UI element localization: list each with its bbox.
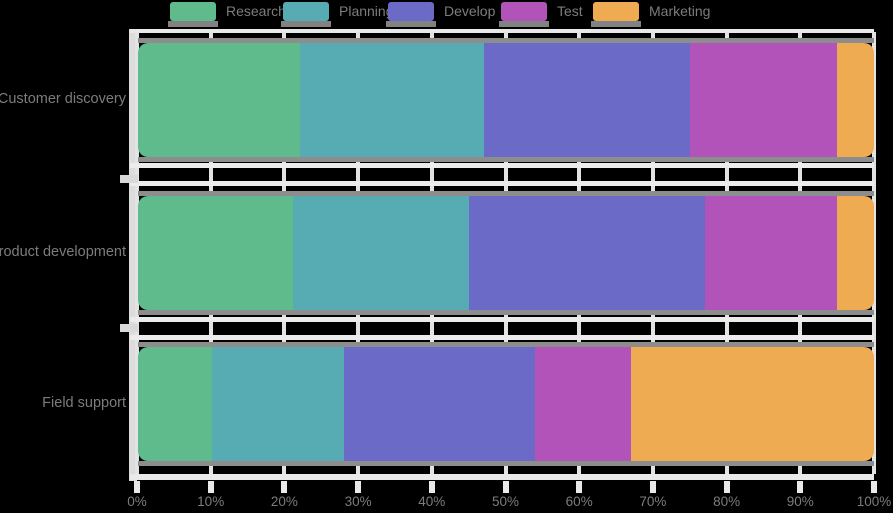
bar-row	[138, 38, 874, 162]
x-tick-mark	[649, 481, 656, 493]
legend-swatch-icon	[283, 2, 329, 21]
bar-track-top-edge	[138, 342, 874, 347]
x-tick-mark	[207, 481, 214, 493]
x-tick-label: 30%	[344, 494, 372, 509]
band-gridline	[130, 181, 874, 186]
y-axis-spine	[129, 29, 137, 481]
x-tick-mark	[871, 481, 877, 493]
y-tick-mark	[120, 175, 138, 183]
x-tick-mark	[281, 481, 288, 493]
x-tick-label: 90%	[786, 494, 814, 509]
legend-swatch-icon	[388, 2, 434, 21]
x-tick-label: 50%	[491, 494, 520, 509]
bar-track-bottom-edge	[138, 157, 874, 162]
legend-label: Develop	[444, 3, 496, 19]
x-tick-mark	[797, 481, 804, 493]
legend-swatch-shadow	[168, 21, 218, 27]
x-tick-label: 0%	[127, 494, 147, 509]
bar-segment-planning	[211, 347, 345, 461]
bar-segment-planning	[299, 43, 484, 157]
bar-row	[138, 342, 874, 466]
bar-segment-marketing	[631, 347, 874, 461]
y-tick-mark	[120, 324, 138, 332]
bar-row	[138, 191, 874, 315]
x-axis-spine	[130, 474, 874, 480]
legend-label: Test	[557, 3, 583, 19]
legend-label: Research	[226, 3, 286, 19]
bar-segment-develop	[469, 196, 705, 310]
x-tick-label: 60%	[565, 494, 593, 509]
legend-swatch-shadow	[499, 21, 549, 27]
x-tick-mark	[502, 481, 509, 493]
category-label: Field support	[42, 395, 126, 411]
band-gridline	[130, 317, 874, 322]
bar-segment-planning	[292, 196, 470, 310]
x-tick-mark	[576, 481, 583, 493]
bar-segment-test	[535, 347, 632, 461]
bar-track-top-edge	[138, 38, 874, 43]
bar-segment-research	[138, 347, 212, 461]
category-label: Customer discovery	[0, 91, 126, 107]
top-spine	[130, 29, 874, 33]
legend-swatch-icon	[170, 2, 216, 21]
stacked-bar	[138, 347, 874, 461]
x-tick-mark	[428, 481, 435, 493]
band-gridline	[130, 335, 874, 340]
bar-segment-research	[138, 196, 293, 310]
bar-segment-marketing	[837, 43, 874, 157]
x-gridline	[872, 32, 876, 474]
stacked-bar	[138, 43, 874, 157]
legend-swatch-icon	[593, 2, 639, 21]
stacked-bar	[138, 196, 874, 310]
x-tick-label: 20%	[270, 494, 298, 509]
x-tick-label: 80%	[713, 494, 741, 509]
x-tick-mark	[134, 481, 140, 493]
x-tick-label: 10%	[197, 494, 225, 509]
x-tick-mark	[355, 481, 362, 493]
legend-swatch-icon	[501, 2, 547, 21]
legend-swatch-shadow	[386, 21, 436, 27]
x-tick-mark	[723, 481, 730, 493]
band-gridline	[130, 163, 874, 168]
bar-segment-marketing	[837, 196, 874, 310]
bar-segment-test	[704, 196, 838, 310]
x-tick-label: 100%	[856, 494, 892, 509]
bar-segment-develop	[483, 43, 690, 157]
bar-track-bottom-edge	[138, 310, 874, 315]
legend-label: Planning	[339, 3, 394, 19]
legend-label: Marketing	[649, 3, 711, 19]
legend-swatch-shadow	[591, 21, 641, 27]
x-gridline	[135, 32, 139, 474]
bar-track-bottom-edge	[138, 461, 874, 466]
bar-segment-research	[138, 43, 300, 157]
bar-segment-develop	[344, 347, 536, 461]
plot-area: 0% 10% 20% 30% 40% 50% 60% 70% 80% 90% 100%	[120, 29, 891, 509]
x-tick-label: 40%	[418, 494, 446, 509]
legend-swatch-shadow	[281, 21, 331, 27]
bar-track-top-edge	[138, 191, 874, 196]
x-tick-label: 70%	[639, 494, 667, 509]
bar-segment-test	[689, 43, 838, 157]
category-label: Product development	[0, 244, 126, 260]
